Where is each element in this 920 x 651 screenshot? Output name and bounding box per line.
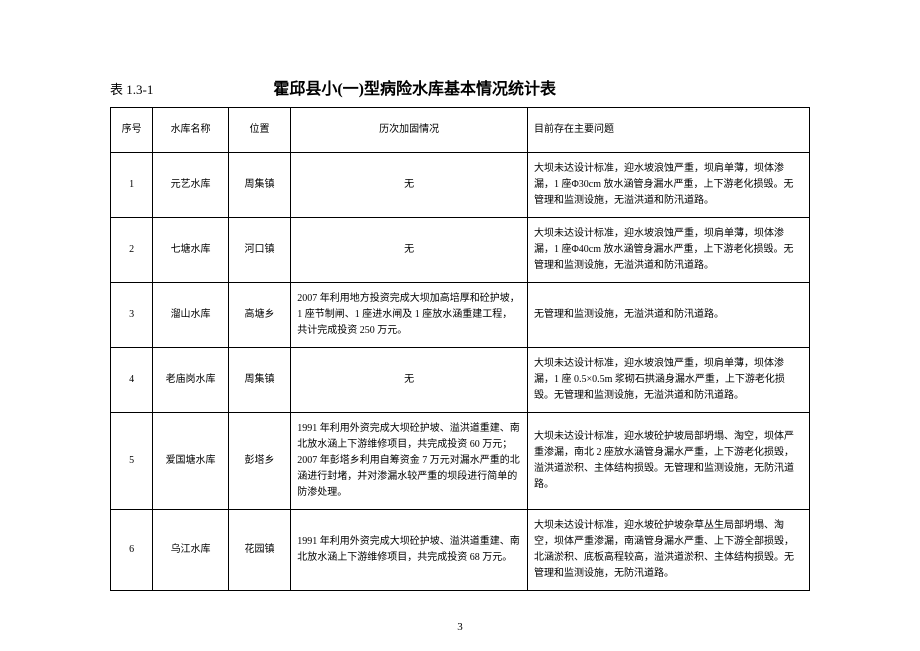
table-reference: 表 1.3-1	[110, 79, 153, 98]
cell-history: 无	[291, 218, 528, 283]
cell-name: 元艺水库	[153, 153, 229, 218]
cell-name: 七塘水库	[153, 218, 229, 283]
cell-history: 无	[291, 153, 528, 218]
cell-problems: 大坝未达设计标准，迎水坡砼护坡杂草丛生局部坍塌、淘空，坝体严重渗漏，南涵管身漏水…	[527, 510, 809, 591]
cell-seq: 1	[111, 153, 153, 218]
cell-problems: 大坝未达设计标准，迎水坡浪蚀严重，坝肩单薄，坝体渗漏，1 座Φ30cm 放水涵管…	[527, 153, 809, 218]
cell-history: 1991 年利用外资完成大坝砼护坡、溢洪道重建、南北放水涵上下游维修项目，共完成…	[291, 510, 528, 591]
cell-problems: 无管理和监测设施，无溢洪道和防汛道路。	[527, 283, 809, 348]
cell-history: 2007 年利用地方投资完成大坝加高培厚和砼护坡，1 座节制闸、1 座进水闸及 …	[291, 283, 528, 348]
cell-history: 无	[291, 348, 528, 413]
table-row: 5爱国塘水库彭塔乡1991 年利用外资完成大坝砼护坡、溢洪道重建、南北放水涵上下…	[111, 413, 810, 510]
cell-name: 乌江水库	[153, 510, 229, 591]
header-row: 表 1.3-1 霍邱县小(一)型病险水库基本情况统计表	[110, 75, 810, 99]
table-row: 6乌江水库花园镇1991 年利用外资完成大坝砼护坡、溢洪道重建、南北放水涵上下游…	[111, 510, 810, 591]
reservoir-table: 序号 水库名称 位置 历次加固情况 目前存在主要问题 1元艺水库周集镇无大坝未达…	[110, 107, 810, 591]
cell-seq: 5	[111, 413, 153, 510]
cell-problems: 大坝未达设计标准，迎水坡浪蚀严重，坝肩单薄，坝体渗漏，1 座Φ40cm 放水涵管…	[527, 218, 809, 283]
cell-problems: 大坝未达设计标准，迎水坡砼护坡局部坍塌、淘空，坝体严重渗漏，南北 2 座放水涵管…	[527, 413, 809, 510]
header-problems: 目前存在主要问题	[527, 108, 809, 153]
cell-seq: 2	[111, 218, 153, 283]
cell-name: 爱国塘水库	[153, 413, 229, 510]
cell-name: 溜山水库	[153, 283, 229, 348]
cell-seq: 3	[111, 283, 153, 348]
cell-seq: 4	[111, 348, 153, 413]
header-name: 水库名称	[153, 108, 229, 153]
cell-location: 河口镇	[228, 218, 290, 283]
header-location: 位置	[228, 108, 290, 153]
cell-location: 花园镇	[228, 510, 290, 591]
header-seq: 序号	[111, 108, 153, 153]
cell-location: 高塘乡	[228, 283, 290, 348]
table-row: 4老庙岗水库周集镇无大坝未达设计标准，迎水坡浪蚀严重，坝肩单薄，坝体渗漏，1 座…	[111, 348, 810, 413]
cell-location: 彭塔乡	[228, 413, 290, 510]
cell-seq: 6	[111, 510, 153, 591]
table-row: 3溜山水库高塘乡2007 年利用地方投资完成大坝加高培厚和砼护坡，1 座节制闸、…	[111, 283, 810, 348]
page-number: 3	[457, 621, 463, 633]
header-history: 历次加固情况	[291, 108, 528, 153]
cell-location: 周集镇	[228, 153, 290, 218]
cell-location: 周集镇	[228, 348, 290, 413]
cell-problems: 大坝未达设计标准，迎水坡浪蚀严重，坝肩单薄，坝体渗漏，1 座 0.5×0.5m …	[527, 348, 809, 413]
cell-name: 老庙岗水库	[153, 348, 229, 413]
table-header-row: 序号 水库名称 位置 历次加固情况 目前存在主要问题	[111, 108, 810, 153]
table-title: 霍邱县小(一)型病险水库基本情况统计表	[273, 75, 556, 99]
table-row: 1元艺水库周集镇无大坝未达设计标准，迎水坡浪蚀严重，坝肩单薄，坝体渗漏，1 座Φ…	[111, 153, 810, 218]
table-row: 2七塘水库河口镇无大坝未达设计标准，迎水坡浪蚀严重，坝肩单薄，坝体渗漏，1 座Φ…	[111, 218, 810, 283]
cell-history: 1991 年利用外资完成大坝砼护坡、溢洪道重建、南北放水涵上下游维修项目，共完成…	[291, 413, 528, 510]
